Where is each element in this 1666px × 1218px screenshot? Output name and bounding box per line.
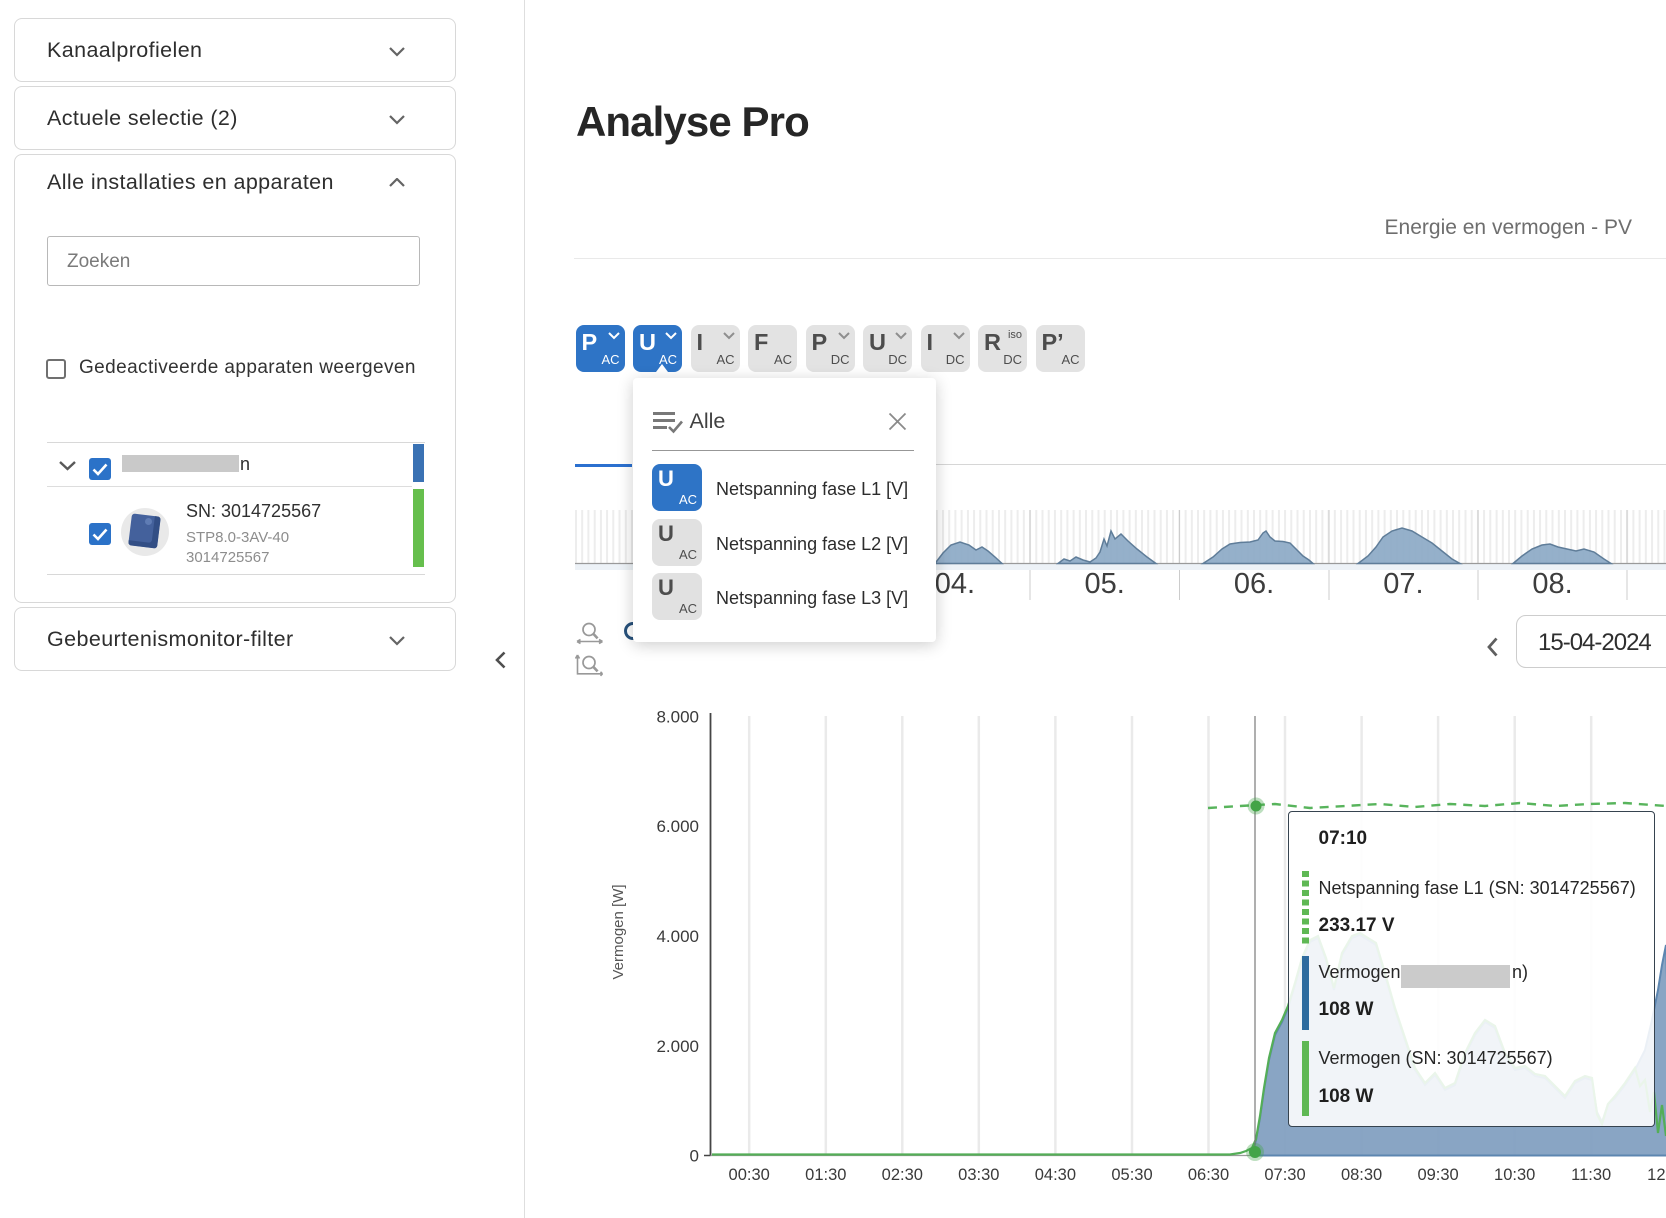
svg-text:02:30: 02:30 — [882, 1166, 923, 1184]
svg-text:08:30: 08:30 — [1341, 1166, 1382, 1184]
svg-text:8.000: 8.000 — [656, 708, 699, 727]
svg-text:0: 0 — [690, 1147, 699, 1166]
svg-text:12:30: 12:30 — [1647, 1166, 1666, 1184]
svg-text:07.: 07. — [1383, 568, 1423, 600]
svg-text:Vermogen [W]: Vermogen [W] — [610, 884, 627, 979]
svg-text:08.: 08. — [1532, 568, 1572, 600]
svg-text:04:30: 04:30 — [1035, 1166, 1076, 1184]
svg-text:10:30: 10:30 — [1494, 1166, 1535, 1184]
svg-text:11:30: 11:30 — [1571, 1166, 1611, 1184]
svg-text:6.000: 6.000 — [656, 817, 699, 836]
svg-text:06.: 06. — [1234, 568, 1274, 600]
svg-text:01:30: 01:30 — [805, 1166, 846, 1184]
svg-text:03:30: 03:30 — [958, 1166, 999, 1184]
svg-text:05.: 05. — [1085, 568, 1125, 600]
svg-text:07:30: 07:30 — [1264, 1166, 1305, 1184]
svg-text:4.000: 4.000 — [656, 927, 699, 946]
svg-text:06:30: 06:30 — [1188, 1166, 1229, 1184]
svg-text:05:30: 05:30 — [1111, 1166, 1152, 1184]
svg-text:04.: 04. — [935, 568, 975, 600]
svg-text:09:30: 09:30 — [1417, 1166, 1458, 1184]
svg-text:2.000: 2.000 — [656, 1037, 699, 1056]
svg-text:00:30: 00:30 — [729, 1166, 770, 1184]
